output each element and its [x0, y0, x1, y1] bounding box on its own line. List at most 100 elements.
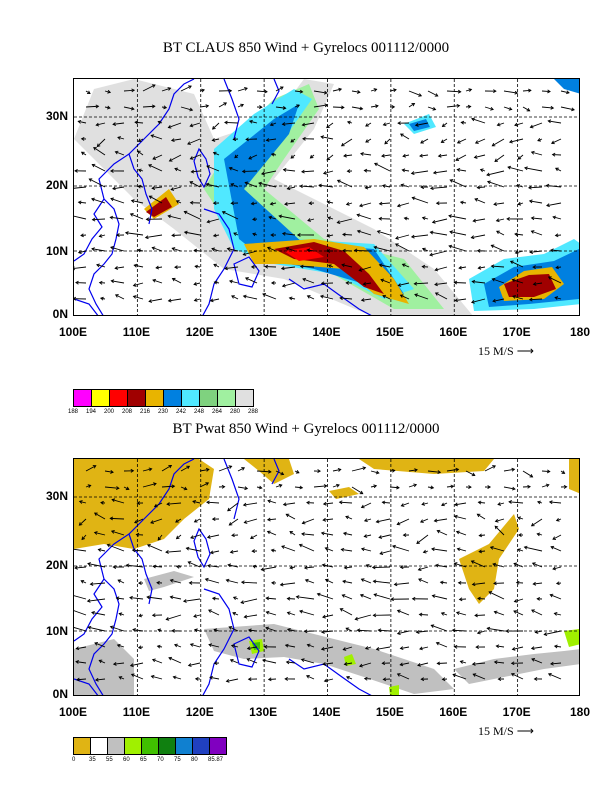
wind-vector: [161, 485, 175, 488]
wind-vector: [433, 170, 448, 174]
wind-vector-head: [396, 609, 401, 614]
wind-vector-head: [137, 138, 142, 142]
wind-vector: [376, 518, 391, 523]
wind-vector-head: [360, 151, 364, 156]
wind-vector-head: [516, 184, 521, 188]
wind-vector: [94, 642, 106, 648]
wind-vector: [327, 201, 334, 204]
wind-vector: [477, 513, 486, 520]
wind-vector-head: [212, 151, 217, 156]
wind-vector: [449, 179, 467, 188]
wind-vector-head: [490, 106, 494, 111]
wind-vector-head: [460, 120, 465, 125]
wind-vector: [494, 611, 505, 616]
wind-vector: [522, 89, 531, 92]
wind-vector: [344, 566, 353, 569]
wind-vector: [343, 154, 353, 157]
wind-vector-head: [170, 187, 175, 191]
wind-vector: [548, 120, 562, 124]
wind-vector-head: [270, 233, 274, 237]
wind-vector: [471, 118, 486, 124]
wind-vector-head: [193, 614, 197, 618]
wind-vector-head: [450, 484, 455, 489]
wind-vector: [374, 593, 391, 600]
wind-vector-head: [264, 264, 269, 269]
wind-vector: [85, 465, 96, 472]
wind-vector: [190, 534, 201, 539]
wind-vector-head: [109, 516, 114, 521]
wind-vector: [150, 518, 163, 524]
wind-vector-head: [130, 673, 135, 678]
wind-vector-head: [168, 656, 173, 661]
wind-vector-head: [486, 180, 491, 185]
wind-vector-head: [497, 677, 502, 681]
wind-vector: [165, 550, 182, 553]
wind-vector-head: [414, 468, 418, 473]
wind-vector: [460, 660, 467, 664]
coastline-segment: [193, 527, 211, 569]
wind-vector-head: [299, 184, 303, 189]
wind-vector-head: [148, 195, 153, 200]
wind-vector: [306, 675, 315, 680]
wind-vector-head: [258, 181, 262, 186]
wind-vector-head: [252, 217, 256, 222]
wind-vector-head: [476, 513, 481, 518]
pwat-contour: [74, 459, 214, 549]
wind-vector-head: [474, 140, 479, 144]
wind-vector-head: [92, 465, 97, 469]
wind-vector-head: [125, 563, 130, 568]
wind-vector: [307, 295, 315, 300]
wind-vector-head: [207, 563, 211, 568]
wind-vector-head: [136, 501, 141, 505]
wind-vector-head: [365, 123, 369, 127]
wind-vector-head: [97, 548, 102, 552]
wind-vector: [528, 186, 543, 189]
wind-vector-head: [193, 298, 198, 302]
wind-vector-head: [552, 536, 557, 540]
wind-vector-head: [415, 630, 420, 634]
wind-vector-head: [243, 520, 248, 524]
wind-vector-head: [171, 247, 176, 251]
wind-vector-head: [296, 233, 301, 237]
wind-vector-head: [511, 647, 516, 651]
wind-vector-head: [518, 533, 522, 537]
wind-vector: [484, 106, 494, 110]
wind-vector: [465, 470, 475, 476]
colorbar-tick-label: 248: [194, 409, 205, 415]
wind-vector-head: [282, 167, 287, 172]
wind-vector: [110, 246, 125, 252]
wind-vector-head: [211, 247, 216, 252]
wind-vector: [419, 613, 429, 616]
wind-vector-head: [543, 632, 548, 636]
wind-vector: [357, 230, 372, 236]
wind-vector: [289, 531, 296, 536]
wind-vector-head: [194, 676, 199, 681]
colorbar-swatch: [210, 738, 226, 754]
wind-vector-head: [301, 532, 305, 536]
wind-vector-head: [183, 210, 188, 215]
wind-vector-head: [452, 673, 457, 678]
wind-vector: [359, 662, 372, 667]
colorbar-tick-label: 60: [123, 757, 130, 763]
wind-vector-head: [137, 168, 142, 173]
wind-vector-head: [286, 186, 291, 191]
wind-vector: [113, 662, 125, 665]
wind-vector-head: [209, 550, 214, 555]
wind-vector: [170, 579, 182, 584]
x-tick-130e: 130E: [249, 325, 278, 339]
wind-vector-head: [306, 295, 311, 299]
wind-vector: [91, 198, 106, 204]
wind-vector-head: [479, 168, 484, 173]
wind-vector-head: [228, 626, 233, 630]
wind-vector-head: [284, 643, 289, 648]
wind-vector-head: [561, 470, 566, 474]
x-tick-120e: 120E: [185, 325, 214, 339]
wind-vector: [372, 566, 391, 568]
x-tick-150e: 150E: [375, 705, 404, 719]
wind-vector-head: [532, 282, 537, 286]
wind-vector-head: [182, 599, 187, 603]
wind-vector-head: [449, 230, 453, 235]
wind-vector-head: [137, 150, 141, 155]
wind-vector-head: [492, 298, 497, 303]
wind-vector-head: [96, 263, 100, 268]
